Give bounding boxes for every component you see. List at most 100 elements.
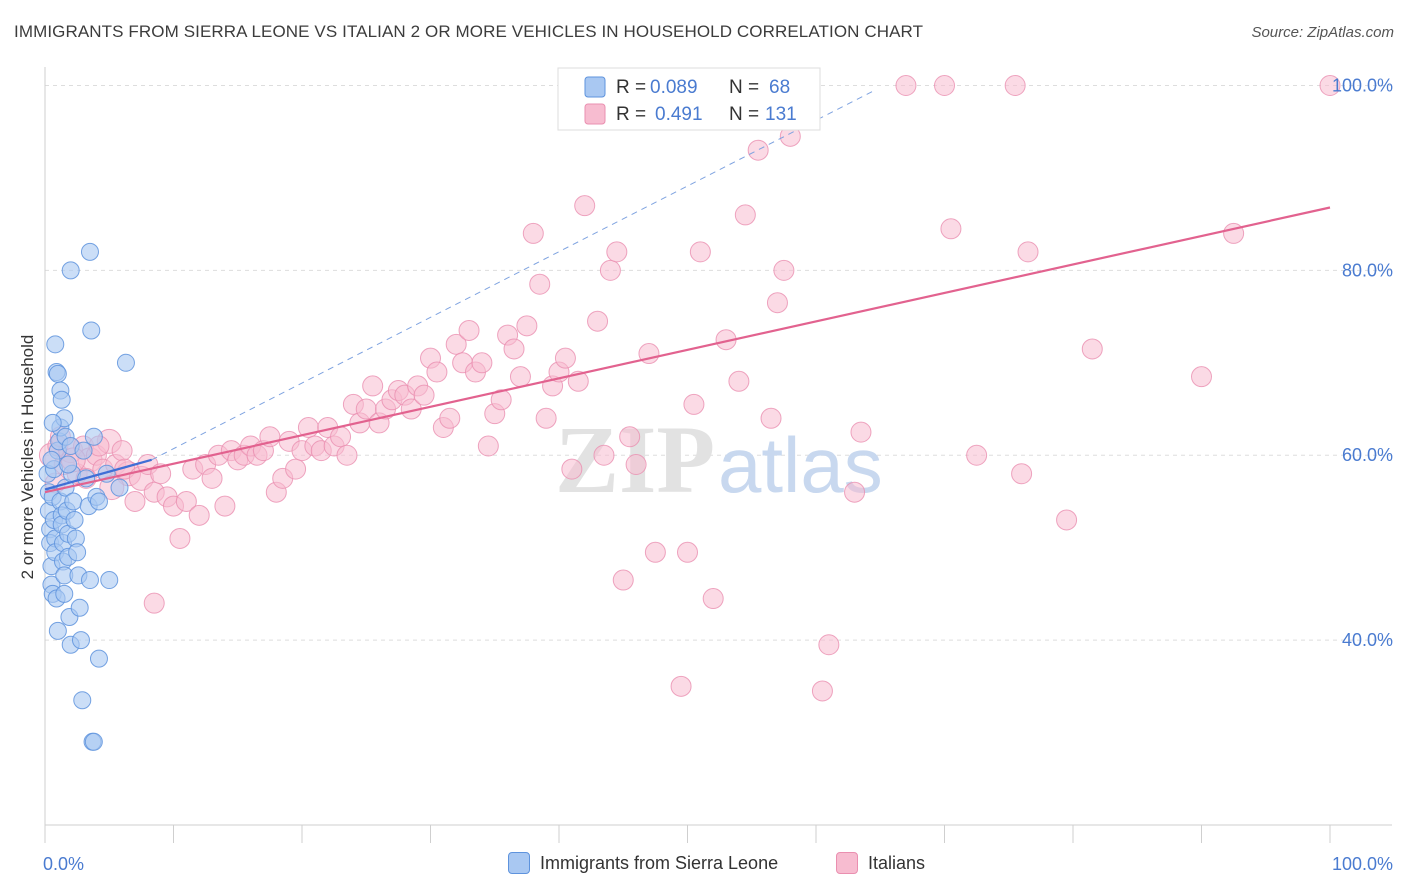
sierra-leone-point: [82, 321, 101, 340]
chart-title: IMMIGRANTS FROM SIERRA LEONE VS ITALIAN …: [14, 22, 924, 41]
legend-swatch-pink: [584, 103, 606, 125]
italians-point: [895, 74, 917, 96]
y-axis-title: 2 or more Vehicles in Household: [18, 335, 37, 580]
italians-point: [811, 680, 833, 702]
y-tick-label-80: 80.0%: [1342, 260, 1393, 280]
italians-point: [535, 407, 557, 429]
italians-point: [728, 370, 750, 392]
italians-point: [606, 241, 628, 263]
italians-point: [677, 541, 698, 563]
legend-r-value-2: 0.491: [655, 104, 703, 125]
legend-r-label-2: R =: [616, 104, 646, 125]
italians-point: [124, 490, 146, 512]
sierra-leone-point: [48, 364, 67, 383]
trend-lines: [44, 89, 1331, 494]
italians-point: [760, 407, 782, 429]
y-tick-label-60: 60.0%: [1342, 445, 1393, 465]
italians-point: [689, 241, 711, 263]
italians-point: [1017, 241, 1039, 263]
italians-point: [818, 634, 840, 656]
legend-swatch-blue: [584, 76, 606, 98]
sierra-leone-point: [89, 649, 108, 668]
legend-n-value-2: 131: [765, 104, 797, 125]
sierra-leone-point: [48, 621, 67, 640]
sierra-leone-point: [43, 413, 62, 432]
legend-n-label-1: N =: [729, 77, 759, 98]
italians-point: [702, 588, 724, 610]
italians-trend-line: [44, 206, 1331, 494]
italians-point: [1319, 74, 1341, 96]
legend-label-italians: Italians: [868, 852, 926, 873]
legend-item-italians: Italians: [836, 852, 925, 874]
italians-point: [574, 195, 596, 217]
italians-point: [1004, 74, 1026, 96]
y-tick-label-100: 100.0%: [1332, 75, 1393, 95]
source-credit: Source: ZipAtlas.com: [1251, 24, 1394, 41]
italians-point: [445, 333, 467, 355]
legend-item-sierra-leone: Immigrants from Sierra Leone: [508, 852, 778, 874]
italians-point: [529, 273, 551, 295]
sierra-leone-point: [68, 543, 87, 562]
x-tick-labels: 0.0% 100.0%: [43, 854, 1393, 874]
italians-point: [593, 444, 615, 466]
italians-points: [38, 74, 1341, 702]
italians-point: [683, 393, 705, 415]
sierra-leone-point: [70, 598, 89, 617]
italians-point: [503, 338, 525, 360]
italians-point: [426, 361, 448, 383]
gridlines: [45, 84, 1392, 641]
sierra-leone-point: [89, 492, 108, 511]
sierra-leone-point: [110, 478, 129, 497]
italians-point: [522, 222, 544, 244]
sierra-leone-point: [59, 455, 78, 474]
sierra-leone-point: [52, 390, 71, 409]
sierra-leone-trend-line: [44, 458, 152, 491]
italians-point: [561, 458, 583, 480]
sierra-leone-point: [73, 691, 92, 710]
italians-point: [509, 366, 531, 388]
sierra-leone-point: [65, 510, 84, 529]
italians-point: [1191, 366, 1212, 388]
italians-point: [587, 310, 609, 332]
y-tick-label-40: 40.0%: [1342, 630, 1393, 650]
italians-point: [188, 504, 210, 526]
italians-point: [670, 675, 692, 697]
sierra-leone-point: [42, 450, 61, 469]
italians-point: [413, 384, 435, 406]
sierra-leone-point: [84, 732, 103, 751]
italians-point: [439, 407, 461, 429]
italians-point: [766, 292, 788, 314]
italians-point: [966, 444, 988, 466]
italians-point: [458, 319, 480, 341]
italians-point: [490, 389, 512, 411]
italians-point: [850, 421, 872, 443]
legend-swatch-italians: [836, 852, 858, 874]
italians-point: [477, 435, 499, 457]
italians-point: [747, 139, 769, 161]
italians-point: [201, 467, 223, 489]
italians-point: [1056, 509, 1078, 531]
sierra-leone-point: [46, 335, 65, 354]
sierra-leone-point: [64, 492, 83, 511]
italians-point: [934, 74, 955, 96]
x-tick-label-100: 100.0%: [1332, 854, 1393, 874]
correlation-legend: R = 0.089 N = 68 R = 0.491 N = 131: [557, 67, 821, 131]
italians-point: [285, 458, 307, 480]
italians-point: [619, 426, 641, 448]
italians-point: [362, 375, 384, 397]
legend-swatch-sierra-leone: [508, 852, 530, 874]
italians-point: [844, 481, 866, 503]
sierra-leone-point: [80, 242, 99, 261]
italians-point: [336, 444, 358, 466]
sierra-leone-points: [38, 242, 135, 751]
italians-point: [1081, 338, 1103, 360]
legend-n-value-1: 68: [769, 77, 790, 98]
sierra-leone-point: [55, 584, 74, 603]
sierra-leone-point: [84, 427, 103, 446]
italians-point: [612, 569, 634, 591]
sierra-leone-point: [74, 441, 93, 460]
italians-point: [516, 315, 538, 337]
legend-n-label-2: N =: [729, 104, 759, 125]
sierra-leone-trend-extension: [151, 89, 876, 461]
